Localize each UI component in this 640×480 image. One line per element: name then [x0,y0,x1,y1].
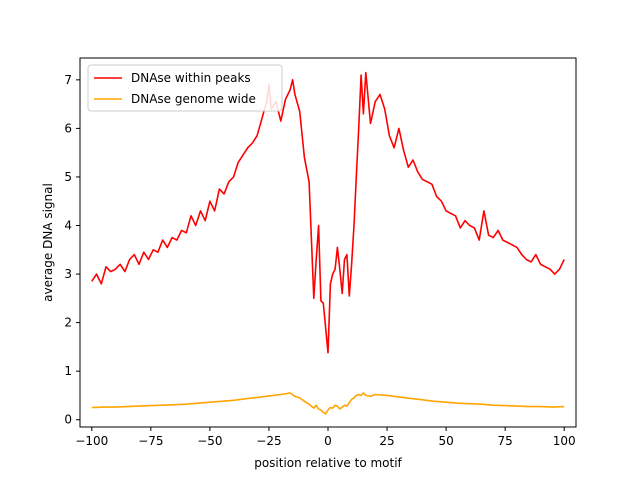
x-axis: −100 −75 −50 −25 0 25 50 75 100 [75,427,576,448]
x-tick-label: 100 [553,434,576,448]
series-line-1 [91,392,565,415]
y-tick-label: 2 [64,316,72,330]
y-tick-label: 6 [64,121,72,135]
legend-label: DNAse within peaks [131,71,251,85]
series-line-0 [91,71,565,354]
x-tick-label: −100 [75,434,108,448]
x-tick-label: −75 [138,434,163,448]
y-tick-label: 0 [64,413,72,427]
legend-box [87,64,283,112]
y-tick-label: 1 [64,364,72,378]
y-tick-label: 7 [64,73,72,87]
x-tick-label: 25 [379,434,394,448]
y-tick-label: 4 [64,219,72,233]
y-axis-title: average DNA signal [41,183,55,302]
legend-label: DNAse genome wide [131,92,256,106]
x-axis-title: position relative to motif [254,456,402,470]
y-tick-label: 5 [64,170,72,184]
plot-lines [91,71,565,415]
x-tick-label: −25 [256,434,281,448]
x-tick-label: −50 [197,434,222,448]
y-axis: 0 1 2 3 4 5 6 7 [64,73,80,427]
plot-frame [79,57,577,428]
x-tick-label: 50 [438,434,453,448]
y-tick-label: 3 [64,267,72,281]
x-tick-label: 75 [498,434,513,448]
x-tick-label: 0 [324,434,332,448]
legend: DNAse within peaks DNAse genome wide [87,64,283,112]
